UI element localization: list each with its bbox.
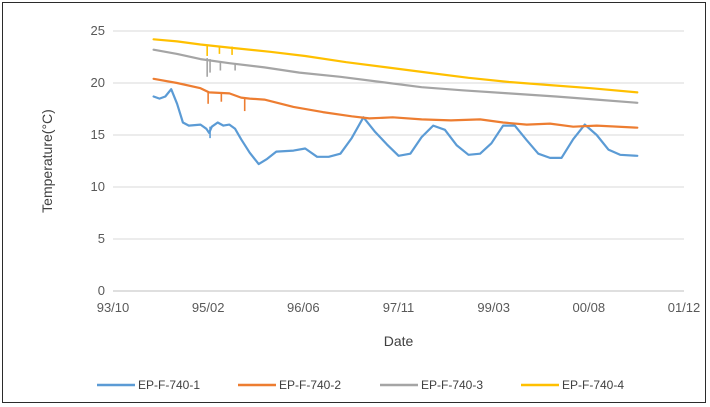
y-tick-label: 25 — [91, 23, 105, 38]
x-tick-label: 01/12 — [668, 300, 701, 315]
x-axis-title: Date — [384, 333, 414, 349]
x-tick-label: 00/08 — [573, 300, 606, 315]
series-line-ep-f-740-3 — [152, 48, 639, 104]
legend-label: EP-F-740-2 — [279, 378, 341, 392]
y-tick-label: 20 — [91, 75, 105, 90]
y-tick-label: 10 — [91, 179, 105, 194]
x-tick-label: 97/11 — [383, 300, 415, 315]
series-line-ep-f-740-4 — [152, 38, 639, 94]
y-tick-label: 0 — [98, 283, 105, 298]
axes: 0 5 10 15 20 25 93/10 95/02 96/06 97/11 99/03 00/08… — [39, 23, 700, 349]
legend-label: EP-F-740-1 — [138, 378, 200, 392]
series-line-ep-f-740-2 — [152, 77, 639, 129]
legend-label: EP-F-740-3 — [421, 378, 483, 392]
y-tick-label: 15 — [91, 127, 105, 142]
x-tick-label: 93/10 — [97, 300, 130, 315]
x-tick-label: 96/06 — [287, 300, 320, 315]
y-tick-label: 5 — [98, 231, 105, 246]
legend: EP-F-740-1 EP-F-740-2 EP-F-740-3 EP-F-740-4 — [97, 378, 624, 392]
x-tick-label: 95/02 — [192, 300, 225, 315]
chart-frame — [2, 2, 706, 403]
gridlines — [113, 30, 684, 240]
y-axis-title: Temperature(°C) — [39, 109, 55, 213]
series-lines — [152, 38, 639, 166]
x-tick-label: 99/03 — [477, 300, 510, 315]
legend-label: EP-F-740-4 — [562, 378, 624, 392]
series-line-ep-f-740-1 — [152, 88, 639, 166]
